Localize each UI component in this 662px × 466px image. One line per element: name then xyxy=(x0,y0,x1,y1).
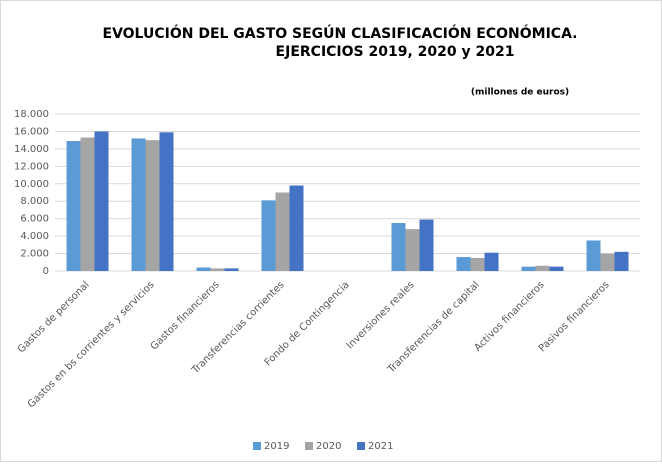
legend-swatch xyxy=(305,442,313,450)
bar xyxy=(66,141,81,271)
bar xyxy=(224,268,239,271)
bar xyxy=(405,229,420,271)
y-tick-label: 12.000 xyxy=(14,161,49,172)
y-tick-label: 14.000 xyxy=(14,144,49,155)
bar xyxy=(159,132,174,271)
bar xyxy=(80,137,95,271)
bar xyxy=(94,131,109,271)
chart-title: EJERCICIOS 2019, 2020 y 2021 xyxy=(276,44,515,60)
bar xyxy=(261,200,276,271)
chart-title: EVOLUCIÓN DEL GASTO SEGÚN CLASIFICACIÓN … xyxy=(103,24,578,42)
bar xyxy=(484,252,499,271)
bar xyxy=(419,219,434,271)
bar xyxy=(614,251,629,271)
chart-subtitle: (millones de euros) xyxy=(471,88,569,98)
y-tick-label: 16.000 xyxy=(14,126,49,137)
y-tick-label: 2.000 xyxy=(20,249,49,260)
y-tick-label: 18.000 xyxy=(14,109,49,120)
bar xyxy=(549,266,564,271)
bar xyxy=(456,257,471,271)
legend-swatch xyxy=(357,442,365,450)
bar xyxy=(275,192,290,271)
y-tick-label: 8.000 xyxy=(20,196,49,207)
y-tick-label: 0 xyxy=(43,266,49,277)
bar xyxy=(210,268,225,271)
bar xyxy=(391,223,406,271)
bar xyxy=(470,257,485,271)
y-tick-label: 10.000 xyxy=(14,179,49,190)
bar xyxy=(586,240,601,271)
bar xyxy=(131,138,146,271)
bar xyxy=(521,266,536,271)
y-tick-label: 4.000 xyxy=(20,231,49,242)
bar xyxy=(535,265,550,271)
bar xyxy=(196,267,211,271)
legend-label: 2019 xyxy=(264,441,289,452)
bar xyxy=(145,140,160,271)
y-tick-label: 6.000 xyxy=(20,214,49,225)
bar xyxy=(289,185,304,271)
legend-label: 2021 xyxy=(368,441,393,452)
bar xyxy=(600,253,615,271)
legend-swatch xyxy=(253,442,261,450)
legend-label: 2020 xyxy=(316,441,341,452)
